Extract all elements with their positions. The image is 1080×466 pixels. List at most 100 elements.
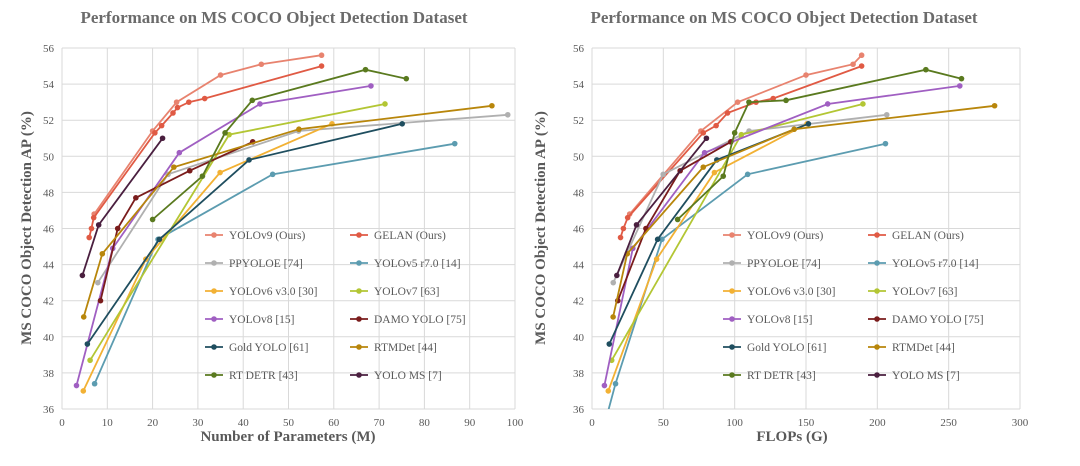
params-legend-item: GELAN (Ours) bbox=[350, 230, 446, 242]
flops-ytick-label: 36 bbox=[573, 404, 585, 416]
flops-data-point bbox=[610, 279, 617, 286]
params-legend-label: RTMDet [44] bbox=[374, 342, 437, 354]
flops-legend-label: YOLOv8 [15] bbox=[747, 314, 812, 326]
flops-series-rtmdet-44 bbox=[610, 102, 998, 320]
flops-legend-label: YOLOv7 [63] bbox=[892, 286, 957, 298]
flops-data-point bbox=[744, 171, 751, 178]
chart-params: Performance on MS COCO Object Detection … bbox=[0, 0, 530, 461]
chart-params-svg: Performance on MS COCO Object Detection … bbox=[19, 8, 524, 445]
flops-data-point bbox=[711, 169, 718, 176]
params-data-point bbox=[174, 104, 181, 111]
params-series-rt-detr-43 bbox=[149, 66, 410, 223]
flops-legend-swatch-marker bbox=[874, 316, 880, 322]
params-legend-label: YOLOv9 (Ours) bbox=[229, 230, 306, 242]
params-legend-label: YOLOv7 [63] bbox=[374, 286, 439, 298]
params-data-point bbox=[362, 66, 369, 73]
flops-chart-title: Performance on MS COCO Object Detection … bbox=[590, 8, 977, 27]
params-data-point bbox=[173, 99, 180, 105]
flops-ytick-label: 44 bbox=[573, 260, 585, 272]
params-ytick-label: 54 bbox=[43, 79, 55, 91]
params-series-line bbox=[93, 142, 455, 385]
params-data-point bbox=[91, 380, 98, 387]
flops-xtick-label: 250 bbox=[940, 417, 957, 429]
params-xtick-label: 0 bbox=[59, 417, 65, 429]
params-series-line bbox=[152, 68, 407, 221]
flops-data-point bbox=[624, 214, 631, 221]
params-legend-swatch-marker bbox=[356, 316, 362, 322]
params-series-line bbox=[88, 65, 322, 238]
flops-data-point bbox=[720, 173, 727, 179]
flops-legend-item: DAMO YOLO [75] bbox=[868, 314, 984, 326]
flops-data-point bbox=[603, 415, 609, 421]
params-data-point bbox=[318, 63, 325, 69]
params-data-point bbox=[114, 225, 121, 232]
params-legend: YOLOv9 (Ours) GELAN (Ours) PPYOLOE [74] YOL… bbox=[205, 230, 466, 382]
flops-legend-swatch-marker bbox=[729, 344, 735, 350]
params-legend-swatch-marker bbox=[356, 260, 362, 266]
params-data-point bbox=[95, 222, 102, 228]
flops-legend-item: GELAN (Ours) bbox=[868, 230, 964, 242]
params-chart-title: Performance on MS COCO Object Detection … bbox=[80, 8, 467, 27]
params-legend-swatch-marker bbox=[211, 344, 217, 350]
params-legend-item: RT DETR [43] bbox=[205, 370, 298, 382]
flops-legend-label: RTMDet [44] bbox=[892, 342, 955, 354]
flops-legend-label: RT DETR [43] bbox=[747, 370, 816, 382]
flops-legend-item: YOLOv8 [15] bbox=[723, 314, 812, 326]
flops-xtick-label: 200 bbox=[869, 417, 886, 429]
params-ytick-label: 56 bbox=[43, 43, 55, 55]
flops-data-point bbox=[746, 99, 752, 105]
flops-data-point bbox=[674, 216, 681, 223]
params-series-yolov8-15 bbox=[73, 83, 374, 389]
params-xtick-label: 50 bbox=[283, 417, 295, 429]
flops-legend-label: PPYOLOE [74] bbox=[747, 258, 821, 270]
params-data-point bbox=[246, 157, 252, 163]
params-legend-label: GELAN (Ours) bbox=[374, 230, 446, 242]
params-legend-swatch-marker bbox=[211, 316, 217, 322]
flops-legend-item: PPYOLOE [74] bbox=[723, 258, 821, 270]
flops-data-point bbox=[606, 341, 613, 347]
params-legend-label: RT DETR [43] bbox=[229, 370, 298, 382]
flops-series-yolo-ms-7 bbox=[614, 135, 710, 279]
flops-legend-swatch-marker bbox=[729, 288, 735, 294]
flops-data-point bbox=[956, 83, 963, 89]
params-legend-item: YOLOv7 [63] bbox=[350, 286, 439, 298]
flops-legend-label: DAMO YOLO [75] bbox=[892, 314, 984, 326]
params-data-point bbox=[399, 121, 406, 127]
params-legend-label: YOLOv8 [15] bbox=[229, 314, 294, 326]
flops-xtick-label: 100 bbox=[726, 417, 743, 429]
params-ytick-label: 52 bbox=[43, 115, 54, 127]
params-ytick-label: 42 bbox=[43, 296, 54, 308]
flops-legend-item: Gold YOLO [61] bbox=[723, 342, 826, 354]
flops-ytick-label: 42 bbox=[573, 296, 584, 308]
flops-data-point bbox=[858, 52, 865, 59]
params-data-point bbox=[217, 169, 223, 176]
flops-legend-label: YOLOv9 (Ours) bbox=[747, 230, 824, 242]
flops-data-point bbox=[882, 140, 889, 147]
params-data-point bbox=[186, 99, 192, 105]
flops-legend-swatch-marker bbox=[874, 344, 880, 350]
params-legend-swatch-marker bbox=[211, 372, 217, 378]
flops-legend-swatch-marker bbox=[874, 260, 880, 266]
params-data-point bbox=[97, 297, 104, 304]
params-y-axis-label: MS COCO Object Detection AP (%) bbox=[19, 111, 35, 345]
flops-data-point bbox=[860, 101, 866, 107]
flops-data-point bbox=[958, 75, 965, 82]
params-series-gelan-ours bbox=[86, 63, 325, 241]
params-data-point bbox=[489, 102, 495, 109]
flops-data-point bbox=[734, 99, 741, 105]
params-ytick-label: 40 bbox=[43, 332, 55, 344]
params-legend-swatch-marker bbox=[356, 288, 362, 294]
flops-data-point bbox=[605, 388, 612, 394]
params-legend-item: Gold YOLO [61] bbox=[205, 342, 308, 354]
flops-series-yolov5-r7-0-14 bbox=[603, 140, 889, 421]
flops-data-point bbox=[700, 164, 707, 170]
flops-xtick-label: 0 bbox=[589, 417, 595, 429]
params-xtick-label: 90 bbox=[464, 417, 476, 429]
params-data-point bbox=[186, 167, 193, 174]
flops-y-axis-label: MS COCO Object Detection AP (%) bbox=[533, 111, 549, 345]
params-data-point bbox=[504, 111, 511, 118]
flops-xtick-label: 150 bbox=[798, 417, 815, 429]
params-legend-label: YOLOv5 r7.0 [14] bbox=[374, 258, 461, 270]
flops-data-point bbox=[610, 314, 616, 320]
flops-data-point bbox=[614, 272, 620, 279]
